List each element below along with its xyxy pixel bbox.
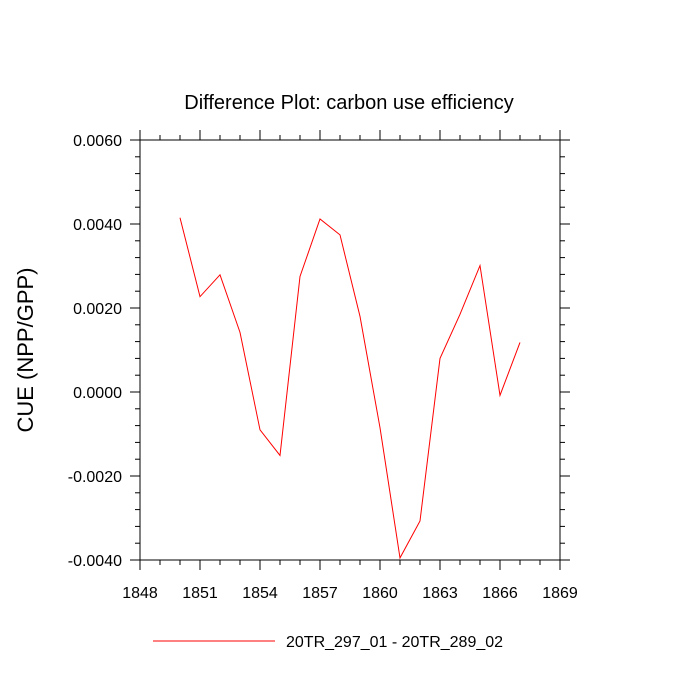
x-tick-label: 1848 bbox=[122, 585, 158, 602]
y-tick-label: 0.0020 bbox=[73, 301, 122, 318]
x-tick-label: 1860 bbox=[362, 585, 398, 602]
y-tick-label: -0.0020 bbox=[68, 469, 122, 486]
tick-labels: 1848 1851 1854 1857 1860 1863 1866 1869 -0.0040 -… bbox=[68, 133, 578, 602]
legend: 20TR_297_01 - 20TR_289_02 bbox=[153, 634, 503, 651]
x-tick-label: 1854 bbox=[242, 585, 278, 602]
x-tick-label: 1863 bbox=[422, 585, 458, 602]
x-tick-label: 1866 bbox=[482, 585, 518, 602]
series-line-0 bbox=[179, 217, 521, 560]
chart-title: Difference Plot: carbon use efficiency bbox=[184, 92, 513, 114]
x-tick-label: 1851 bbox=[182, 585, 218, 602]
x-tick-label: 1857 bbox=[302, 585, 338, 602]
y-tick-label: 0.0000 bbox=[73, 385, 122, 402]
plot-frame bbox=[139, 139, 561, 561]
y-tick-label: -0.0040 bbox=[68, 553, 122, 570]
x-tick-label: 1869 bbox=[542, 585, 578, 602]
y-tick-label: 0.0060 bbox=[73, 133, 122, 150]
series-layer bbox=[179, 217, 521, 560]
y-axis-label: CUE (NPP/GPP) bbox=[13, 267, 38, 432]
legend-label: 20TR_297_01 - 20TR_289_02 bbox=[286, 634, 503, 651]
axis-ticks bbox=[130, 130, 570, 570]
y-tick-label: 0.0040 bbox=[73, 217, 122, 234]
